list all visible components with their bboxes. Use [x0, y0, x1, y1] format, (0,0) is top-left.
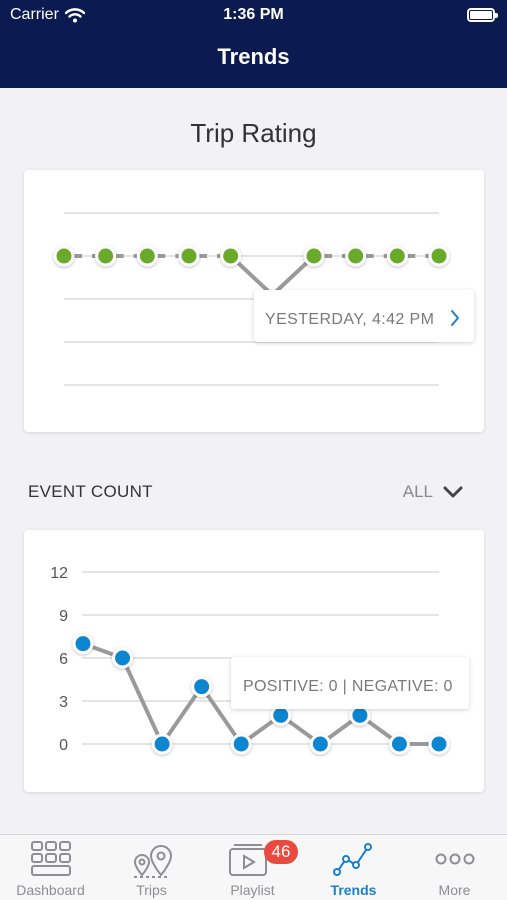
trip-rating-chart: YESTERDAY, 4:42 PM	[53, 212, 474, 386]
tab-label: More	[438, 882, 471, 898]
data-point	[191, 676, 213, 698]
data-point	[345, 245, 367, 267]
tab-label: Trends	[330, 882, 377, 898]
data-point	[349, 704, 371, 726]
playlist-badge: 46	[264, 840, 298, 864]
event-filter-value: ALL	[402, 482, 433, 501]
y-tick-label: 12	[50, 565, 68, 582]
event-count-chart: 12 9 6 3 0 POSITIVE: 0 | NEGATIVE: 0	[50, 565, 469, 755]
chevron-down-icon	[443, 486, 463, 498]
trip-rating-tooltip[interactable]: YESTERDAY, 4:42 PM	[254, 290, 474, 342]
tab-more[interactable]: More	[404, 835, 505, 900]
data-point	[388, 733, 410, 755]
tab-dashboard[interactable]: Dashboard	[0, 835, 101, 900]
more-icon	[435, 853, 474, 865]
page-title: Trends	[217, 44, 290, 69]
tab-label: Playlist	[230, 882, 275, 898]
data-point	[95, 245, 117, 267]
data-point	[112, 647, 134, 669]
data-point	[53, 245, 75, 267]
chevron-right-icon	[451, 310, 459, 326]
data-point	[178, 245, 200, 267]
series-line	[82, 641, 439, 746]
data-point	[220, 245, 242, 267]
data-point	[386, 245, 408, 267]
y-tick-label: 6	[59, 651, 68, 668]
y-tick-label: 3	[59, 694, 68, 711]
event-count-tooltip-text: POSITIVE: 0 | NEGATIVE: 0	[243, 678, 453, 695]
data-point	[303, 245, 325, 267]
tab-label: Dashboard	[16, 882, 85, 898]
wifi-icon	[64, 7, 85, 22]
carrier-label: Carrier	[10, 6, 59, 23]
top-bar: Carrier 1:36 PM Trends	[0, 0, 507, 88]
data-point	[428, 245, 450, 267]
data-point	[309, 733, 331, 755]
status-time: 1:36 PM	[223, 6, 284, 23]
status-carrier: Carrier	[10, 6, 85, 24]
tab-bar: Dashboard Trips 46 Playlist	[0, 834, 507, 900]
data-point	[72, 633, 94, 655]
data-point	[270, 704, 292, 726]
data-point	[428, 733, 450, 755]
tab-label: Trips	[136, 882, 167, 898]
data-point	[136, 245, 158, 267]
dashboard-icon	[30, 841, 71, 876]
event-count-label: EVENT COUNT	[28, 482, 153, 501]
y-tick-label: 0	[59, 737, 68, 754]
trends-icon	[332, 843, 372, 876]
tab-trips[interactable]: Trips	[101, 835, 202, 900]
trip-rating-title: Trip Rating	[190, 118, 317, 148]
video-playlist-icon	[229, 844, 268, 876]
event-filter-dropdown[interactable]: ALL	[403, 482, 463, 502]
trip-rating-tooltip-text: YESTERDAY, 4:42 PM	[265, 311, 434, 328]
data-point	[230, 733, 252, 755]
trip-rating-card: YESTERDAY, 4:42 PM	[24, 170, 484, 432]
battery-icon	[467, 8, 498, 22]
map-pins-icon	[133, 845, 172, 878]
event-count-card: 12 9 6 3 0 POSITIVE: 0 | NEGATIVE: 0	[24, 530, 484, 792]
data-point	[151, 733, 173, 755]
y-tick-label: 9	[59, 608, 68, 625]
tab-trends[interactable]: Trends	[303, 835, 404, 900]
tab-playlist[interactable]: 46 Playlist	[202, 835, 303, 900]
event-count-tooltip: POSITIVE: 0 | NEGATIVE: 0	[231, 657, 469, 709]
